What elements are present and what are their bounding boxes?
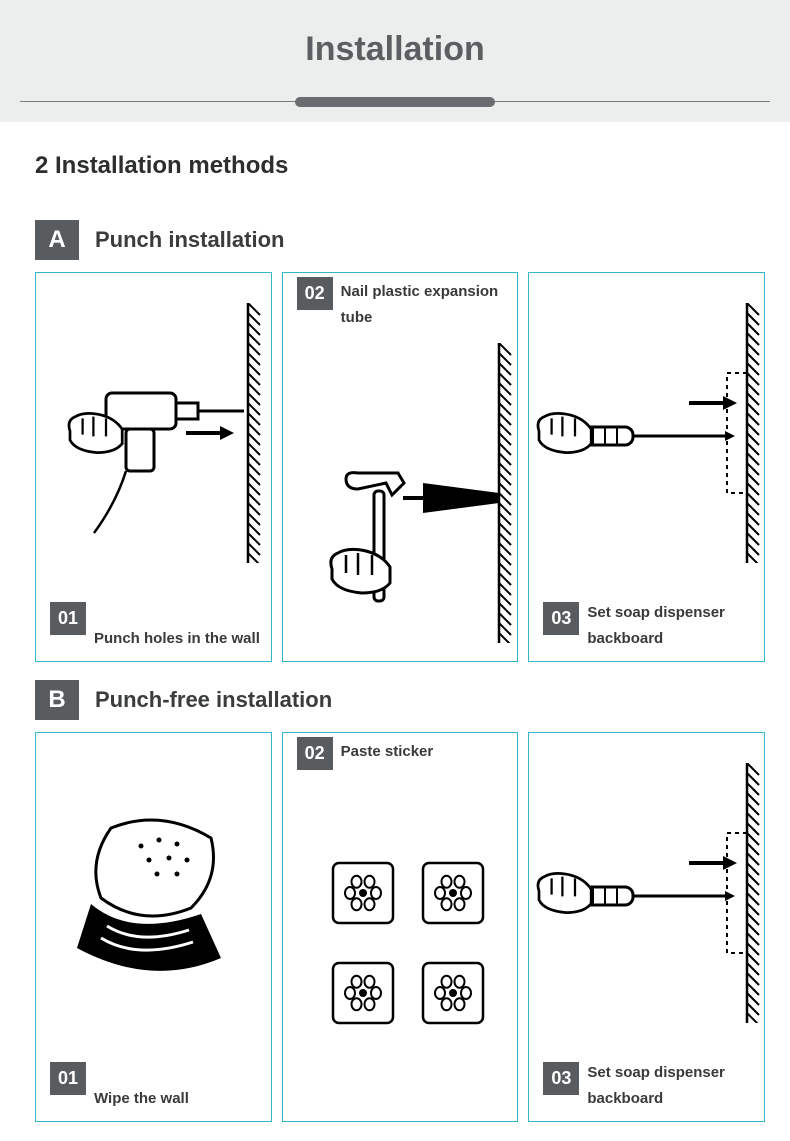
step-illustration: [283, 343, 518, 643]
methods-container: A Punch installation 01 Punch holes in t…: [35, 220, 765, 1122]
step-text: Paste sticker: [341, 739, 510, 765]
step-illustration: [529, 303, 764, 563]
step-illustration: [283, 803, 518, 1063]
step-number-badge: 01: [50, 1062, 86, 1095]
step-card: 03 Set soap dispenser backboard: [528, 272, 765, 662]
step-number-badge: 02: [297, 737, 333, 770]
page-title: Installation: [0, 30, 790, 69]
step-card: 01 Punch holes in the wall: [35, 272, 272, 662]
method-title: Punch-free installation: [95, 687, 332, 713]
method-header: B Punch-free installation: [35, 680, 765, 720]
step-card: 01 Wipe the wall: [35, 732, 272, 1122]
step-number-badge: 01: [50, 602, 86, 635]
method-badge: B: [35, 680, 79, 720]
steps-row: 01 Wipe the wall: [35, 732, 765, 1122]
step-illustration: [36, 763, 271, 1023]
subtitle: 2 Installation methods: [35, 152, 765, 180]
page-header: Installation: [0, 0, 790, 122]
content: 2 Installation methods A Punch installat…: [0, 122, 790, 1122]
step-number-badge: 03: [543, 1062, 579, 1095]
step-number-badge: 02: [297, 277, 333, 310]
method-badge: A: [35, 220, 79, 260]
step-text: Nail plastic expansion tube: [341, 279, 510, 330]
step-text: Set soap dispenser backboard: [587, 600, 756, 651]
steps-row: 01 Punch holes in the wall 02 Nail plast…: [35, 272, 765, 662]
step-illustration: [36, 303, 271, 563]
step-text: Punch holes in the wall: [94, 626, 263, 652]
step-card: 03 Set soap dispenser backboard: [528, 732, 765, 1122]
step-card: 02 Paste sticker: [282, 732, 519, 1122]
step-text: Wipe the wall: [94, 1086, 263, 1112]
step-text: Set soap dispenser backboard: [587, 1060, 756, 1111]
step-number-badge: 03: [543, 602, 579, 635]
step-illustration: [529, 763, 764, 1023]
method-header: A Punch installation: [35, 220, 765, 260]
method-title: Punch installation: [95, 227, 284, 253]
divider-pill: [295, 97, 495, 107]
step-card: 02 Nail plastic expansion tube: [282, 272, 519, 662]
